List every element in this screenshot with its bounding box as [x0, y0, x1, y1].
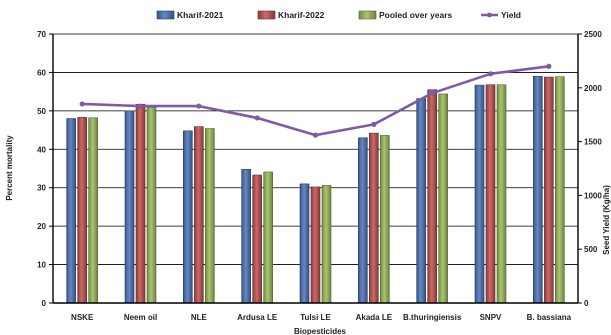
y2-tick-label: 1000: [584, 191, 602, 200]
bar: [77, 117, 87, 304]
y2-tick-label: 1500: [584, 138, 602, 147]
category-label: NLE: [191, 313, 208, 322]
bar: [146, 107, 157, 304]
category-label: B.thuringiensis: [403, 313, 462, 322]
bar: [358, 137, 368, 304]
bar: [321, 185, 332, 304]
y-tick-label: 40: [37, 145, 46, 154]
bar: [135, 104, 146, 304]
bar: [496, 84, 507, 304]
y2-tick-label: 0: [584, 299, 589, 308]
x-axis-title: Biopesticides: [294, 327, 347, 335]
category-label: NSKE: [71, 313, 94, 322]
category-label: Ardusa LE: [237, 313, 278, 322]
axes: 0 10 20 30 40 50 60 70 0 500 1000 1500 2000 2500 NSKE N…: [37, 30, 602, 322]
bar: [124, 110, 135, 304]
category-label: B. bassiana: [527, 313, 572, 322]
yield-point: [312, 132, 319, 138]
legend-swatch: [156, 10, 175, 20]
legend-marker: [487, 12, 492, 18]
legend-label: Yield: [501, 10, 521, 20]
category-label: Akada LE: [356, 313, 393, 322]
y-tick-label: 0: [42, 299, 47, 308]
bar: [252, 174, 262, 304]
y-tick-label: 70: [37, 30, 46, 39]
yield-point: [429, 90, 435, 96]
y2-axis-title: Seed Yield (Kg/ha): [602, 185, 611, 255]
y-tick-label: 20: [37, 222, 46, 231]
yield-point: [254, 115, 260, 121]
bar: [380, 135, 390, 304]
bar: [544, 76, 554, 304]
category-label: Tulsi LE: [300, 313, 331, 322]
y-tick-label: 50: [37, 107, 46, 116]
bar: [310, 186, 321, 304]
yield-point: [487, 71, 494, 77]
bar: [241, 168, 251, 304]
bar: [427, 89, 437, 304]
bar: [369, 132, 379, 304]
bar: [555, 76, 565, 304]
bar: [438, 93, 448, 304]
bar-marks: [66, 75, 565, 304]
bar: [416, 98, 426, 304]
bar: [183, 130, 193, 304]
yield-line: [79, 63, 552, 138]
yield-point: [137, 103, 144, 109]
bar: [299, 183, 310, 304]
y2-tick-label: 2000: [584, 84, 602, 93]
legend-swatch: [257, 10, 276, 20]
bar: [205, 128, 215, 304]
yield-point: [371, 121, 377, 127]
y2-tick-label: 2500: [584, 30, 602, 39]
legend: Kharif-2021 Kharif-2022 Pooled over years Y…: [156, 10, 521, 20]
y-tick-label: 30: [37, 184, 46, 193]
bar: [533, 75, 543, 304]
y-tick-label: 60: [37, 68, 46, 77]
legend-label: Pooled over years: [379, 10, 453, 20]
bar: [88, 117, 98, 304]
bar: [485, 84, 496, 304]
bar: [66, 118, 76, 304]
yield-point: [79, 101, 85, 107]
legend-label: Kharif-2021: [177, 10, 224, 20]
bar: [263, 171, 273, 304]
category-label: SNPV: [480, 313, 502, 322]
bar: [474, 84, 485, 304]
legend-swatch: [358, 10, 377, 20]
y2-tick-label: 500: [584, 245, 598, 254]
bar: [194, 126, 204, 304]
legend-label: Kharif-2022: [278, 10, 325, 20]
category-label: Neem oil: [124, 313, 157, 322]
yield-point: [196, 103, 202, 109]
yield-point: [546, 63, 552, 69]
y-axis-title: Percent mortality: [5, 135, 14, 201]
y-tick-label: 10: [37, 261, 46, 270]
